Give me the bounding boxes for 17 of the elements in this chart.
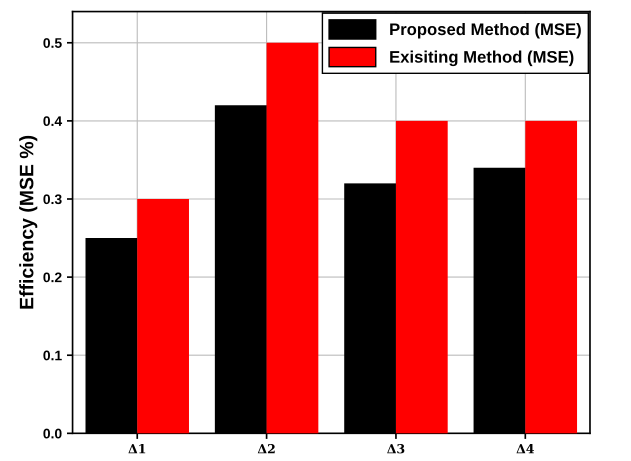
legend-label: Exisiting Method (MSE): [390, 50, 574, 66]
bar: [525, 120, 578, 434]
x-tick-label: Δ2: [258, 444, 275, 454]
y-tick-label: 0.4: [43, 116, 62, 126]
x-tick-label: Δ1: [128, 444, 146, 454]
bar: [266, 42, 318, 434]
x-tick-label: Δ3: [387, 444, 404, 454]
y-tick-label: 0.2: [43, 272, 62, 282]
y-axis-title: Efficiency (MSE %): [19, 136, 38, 309]
legend-label: Proposed Method (MSE): [390, 22, 581, 38]
x-tick-label: Δ4: [516, 444, 534, 454]
y-tick-label: 0.5: [43, 38, 62, 48]
bar: [396, 120, 448, 434]
bar: [137, 199, 189, 434]
y-tick-label: 0.0: [43, 428, 62, 439]
y-tick-label: 0.1: [43, 350, 62, 360]
y-tick-label: 0.3: [43, 194, 62, 204]
